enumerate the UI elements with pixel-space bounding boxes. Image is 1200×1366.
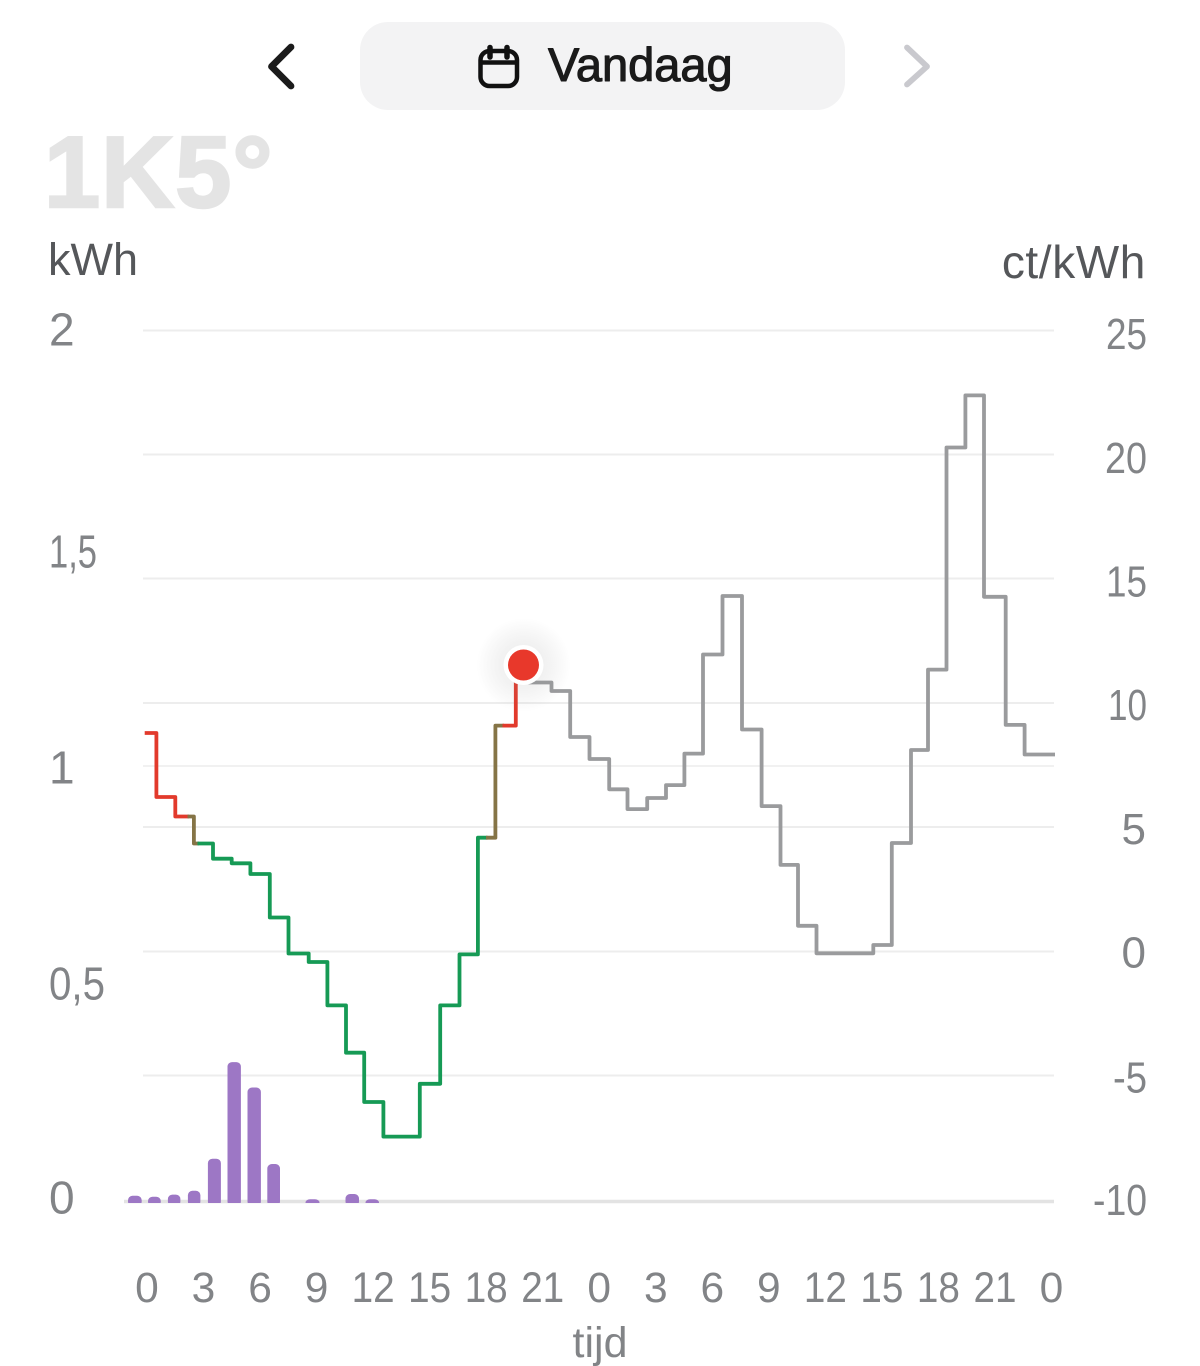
svg-text:25: 25 (1106, 310, 1147, 359)
svg-text:12: 12 (352, 1265, 395, 1312)
svg-text:0: 0 (135, 1265, 159, 1312)
svg-text:tijd: tijd (573, 1319, 628, 1366)
svg-text:0,5: 0,5 (49, 958, 105, 1010)
svg-text:21: 21 (974, 1265, 1017, 1312)
svg-text:15: 15 (860, 1265, 903, 1312)
svg-text:0: 0 (1040, 1265, 1064, 1312)
svg-text:-10: -10 (1093, 1176, 1147, 1225)
svg-text:2: 2 (49, 304, 75, 356)
svg-text:1,5: 1,5 (49, 526, 97, 578)
svg-text:10: 10 (1108, 681, 1147, 730)
svg-text:0: 0 (587, 1265, 611, 1312)
svg-text:0: 0 (1122, 929, 1146, 978)
svg-text:kWh: kWh (48, 234, 138, 285)
svg-text:15: 15 (408, 1265, 451, 1312)
svg-text:0: 0 (49, 1172, 75, 1224)
svg-text:18: 18 (917, 1265, 960, 1312)
svg-text:Vandaag: Vandaag (548, 38, 733, 91)
svg-text:12: 12 (804, 1265, 847, 1312)
svg-text:-5: -5 (1113, 1054, 1147, 1103)
svg-text:3: 3 (192, 1265, 216, 1312)
svg-text:5: 5 (1122, 805, 1146, 854)
svg-text:1: 1 (49, 742, 75, 794)
svg-text:9: 9 (757, 1265, 781, 1312)
svg-text:21: 21 (521, 1265, 564, 1312)
svg-text:9: 9 (305, 1265, 329, 1312)
svg-text:ct/kWh: ct/kWh (1002, 236, 1146, 288)
svg-text:20: 20 (1105, 434, 1147, 483)
svg-text:6: 6 (248, 1265, 272, 1312)
svg-text:18: 18 (465, 1265, 508, 1312)
svg-text:6: 6 (700, 1265, 724, 1312)
svg-text:3: 3 (644, 1265, 668, 1312)
svg-text:15: 15 (1106, 558, 1147, 607)
